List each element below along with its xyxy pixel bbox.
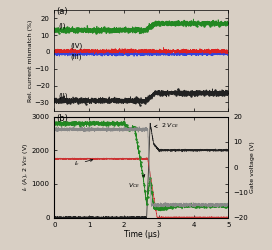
Text: $V_{CE}$: $V_{CE}$ [128, 175, 145, 190]
Text: $I_c$: $I_c$ [73, 159, 93, 168]
Y-axis label: Rel. current mismatch (%): Rel. current mismatch (%) [28, 19, 33, 102]
Text: (IV): (IV) [70, 43, 82, 49]
Text: (I): (I) [58, 23, 66, 29]
Text: (a): (a) [56, 7, 68, 16]
Y-axis label: $I_c$ (A), 2 $V_{CE}$ (V): $I_c$ (A), 2 $V_{CE}$ (V) [21, 143, 30, 191]
Text: (b): (b) [56, 114, 68, 123]
Text: 2 $V_{CE}$: 2 $V_{CE}$ [155, 121, 179, 130]
Text: (III): (III) [70, 54, 82, 60]
X-axis label: Time (μs): Time (μs) [123, 230, 159, 239]
Y-axis label: Gate voltage (V): Gate voltage (V) [250, 141, 255, 193]
Text: (II): (II) [58, 92, 68, 99]
